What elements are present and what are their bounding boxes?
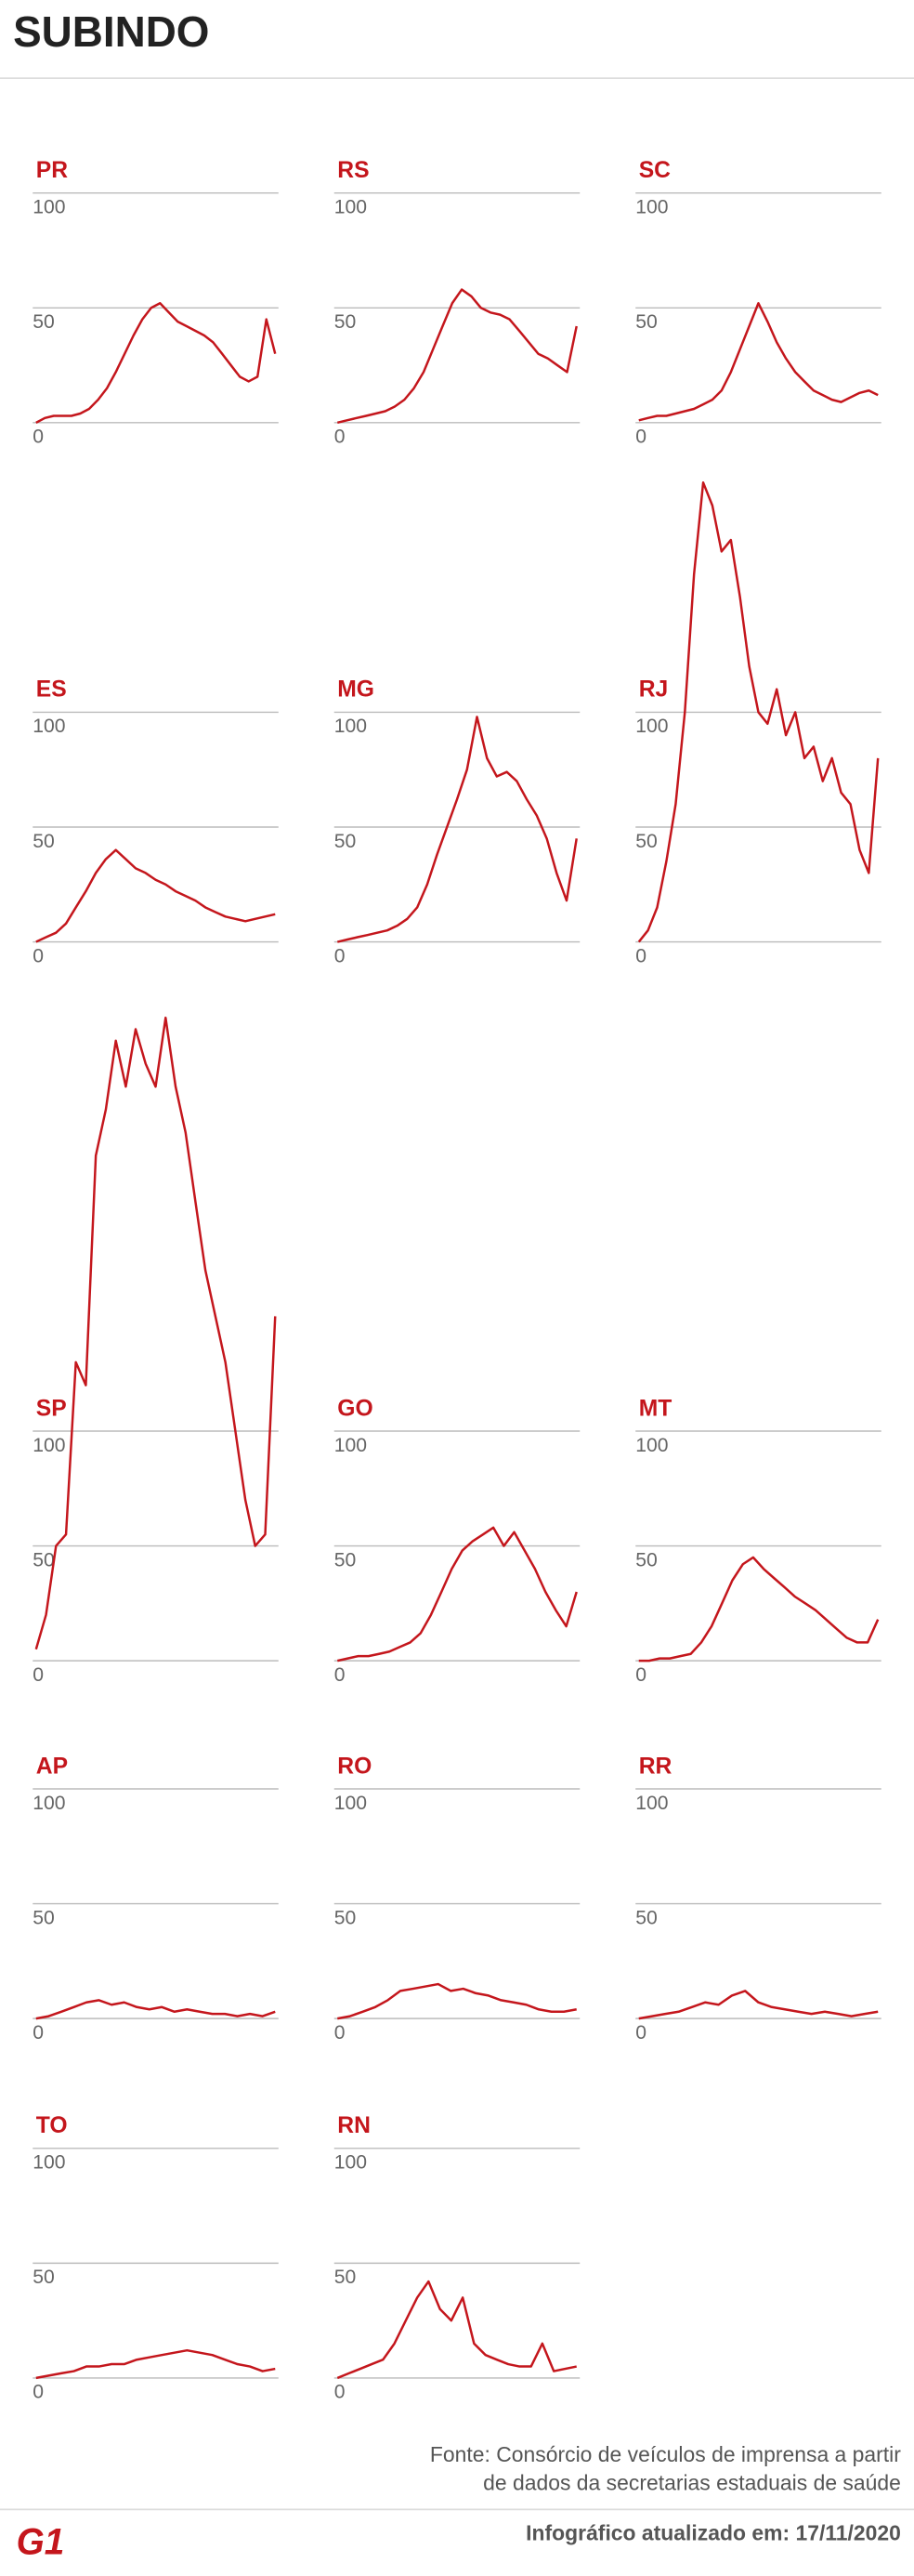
- y-tick-label: 100: [33, 1434, 65, 1456]
- data-line: [638, 1990, 879, 2020]
- y-tick-label: 50: [33, 310, 55, 333]
- data-line: [35, 2348, 276, 2380]
- y-tick-label: 100: [334, 2150, 367, 2173]
- chart-title: RR: [639, 1753, 672, 1779]
- data-line: [336, 288, 578, 425]
- y-tick-label: 0: [635, 1663, 646, 1686]
- y-tick-label: 50: [334, 1906, 357, 1928]
- source-line: Fonte: Consórcio de veículos de imprensa…: [430, 2442, 901, 2466]
- chart-title: SP: [36, 1395, 67, 1421]
- y-tick-label: 100: [33, 1792, 65, 1814]
- y-tick-label: 100: [635, 1434, 668, 1456]
- chart-title: PR: [36, 157, 68, 183]
- y-tick-label: 0: [334, 425, 346, 447]
- data-line: [638, 1556, 880, 1663]
- y-tick-label: 0: [334, 2381, 346, 2403]
- update-note: Infográfico atualizado em: 17/11/2020: [526, 2520, 901, 2544]
- y-tick-label: 100: [33, 2150, 65, 2173]
- y-tick-label: 100: [635, 715, 668, 737]
- chart-title: RJ: [639, 677, 669, 703]
- y-tick-label: 50: [33, 830, 55, 852]
- chart-title: RN: [337, 2112, 371, 2138]
- source-line: de dados da secretarias estaduais de saú…: [483, 2471, 901, 2495]
- y-tick-label: 50: [33, 1906, 55, 1928]
- logo: G1: [17, 2522, 65, 2562]
- data-line: [336, 716, 578, 943]
- chart-title: MT: [639, 1395, 672, 1421]
- chart-title: MG: [337, 677, 374, 703]
- y-tick-label: 0: [33, 2381, 44, 2403]
- y-tick-label: 0: [33, 2021, 44, 2044]
- y-tick-label: 0: [635, 425, 646, 447]
- data-line: [337, 1982, 577, 2020]
- y-tick-label: 100: [334, 1434, 367, 1456]
- y-tick-label: 100: [334, 195, 367, 217]
- chart-title: GO: [337, 1395, 372, 1421]
- y-tick-label: 100: [635, 1792, 668, 1814]
- data-line: [637, 481, 880, 943]
- chart-title: TO: [36, 2112, 68, 2138]
- chart-title: ES: [36, 677, 67, 703]
- y-tick-label: 100: [33, 715, 65, 737]
- y-tick-label: 0: [635, 2021, 646, 2044]
- chart-title: AP: [36, 1753, 68, 1779]
- y-tick-label: 50: [334, 1548, 357, 1571]
- y-tick-label: 0: [33, 1663, 44, 1686]
- y-tick-label: 50: [635, 830, 658, 852]
- y-tick-label: 0: [334, 944, 346, 966]
- y-tick-label: 0: [635, 944, 646, 966]
- y-tick-label: 50: [33, 2266, 55, 2288]
- y-tick-label: 50: [334, 830, 357, 852]
- y-tick-label: 50: [33, 1548, 55, 1571]
- page-title: SUBINDO: [13, 7, 209, 56]
- data-line: [638, 302, 879, 422]
- y-tick-label: 0: [334, 1663, 346, 1686]
- y-tick-label: 100: [334, 1792, 367, 1814]
- chart-title: RS: [337, 157, 369, 183]
- y-tick-label: 100: [33, 195, 65, 217]
- chart-title: RO: [337, 1753, 372, 1779]
- y-tick-label: 100: [635, 195, 668, 217]
- y-tick-label: 100: [334, 715, 367, 737]
- y-tick-label: 50: [635, 1906, 658, 1928]
- y-tick-label: 0: [33, 425, 44, 447]
- y-tick-label: 50: [635, 1548, 658, 1571]
- data-line: [35, 1999, 276, 2020]
- y-tick-label: 50: [334, 310, 357, 333]
- data-line: [35, 848, 276, 943]
- y-tick-label: 0: [334, 2021, 346, 2044]
- data-line: [34, 1016, 277, 1650]
- y-tick-label: 50: [635, 310, 658, 333]
- y-tick-label: 50: [334, 2266, 357, 2288]
- y-tick-label: 0: [33, 944, 44, 966]
- data-line: [35, 302, 277, 424]
- data-line: [337, 1526, 578, 1663]
- chart-title: SC: [639, 157, 671, 183]
- data-line: [336, 2280, 577, 2380]
